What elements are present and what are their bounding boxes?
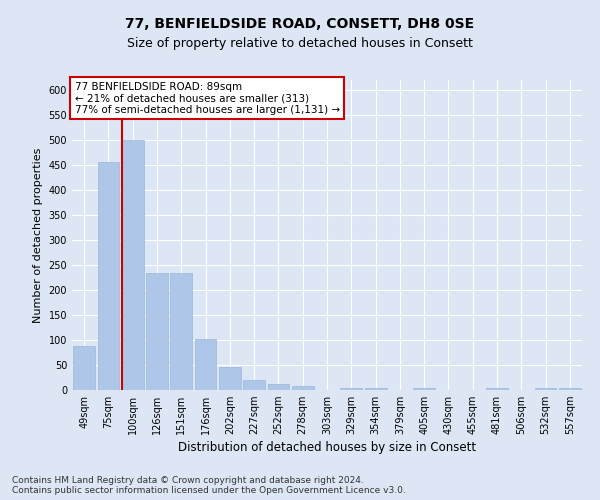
Bar xyxy=(122,140,143,390)
Bar xyxy=(413,388,435,390)
Bar xyxy=(268,384,289,390)
Bar xyxy=(292,386,314,390)
Text: Size of property relative to detached houses in Consett: Size of property relative to detached ho… xyxy=(127,38,473,51)
Text: 77 BENFIELDSIDE ROAD: 89sqm
← 21% of detached houses are smaller (313)
77% of se: 77 BENFIELDSIDE ROAD: 89sqm ← 21% of det… xyxy=(74,82,340,115)
Bar xyxy=(146,272,168,390)
Bar xyxy=(97,162,119,390)
Text: 77, BENFIELDSIDE ROAD, CONSETT, DH8 0SE: 77, BENFIELDSIDE ROAD, CONSETT, DH8 0SE xyxy=(125,18,475,32)
Bar xyxy=(219,366,241,390)
X-axis label: Distribution of detached houses by size in Consett: Distribution of detached houses by size … xyxy=(178,442,476,454)
Bar xyxy=(486,388,508,390)
Bar xyxy=(365,388,386,390)
Bar xyxy=(559,388,581,390)
Bar xyxy=(194,338,217,390)
Text: Contains HM Land Registry data © Crown copyright and database right 2024.
Contai: Contains HM Land Registry data © Crown c… xyxy=(12,476,406,495)
Bar xyxy=(340,388,362,390)
Bar xyxy=(243,380,265,390)
Bar xyxy=(535,388,556,390)
Bar xyxy=(170,272,192,390)
Y-axis label: Number of detached properties: Number of detached properties xyxy=(33,148,43,322)
Bar xyxy=(73,346,95,390)
